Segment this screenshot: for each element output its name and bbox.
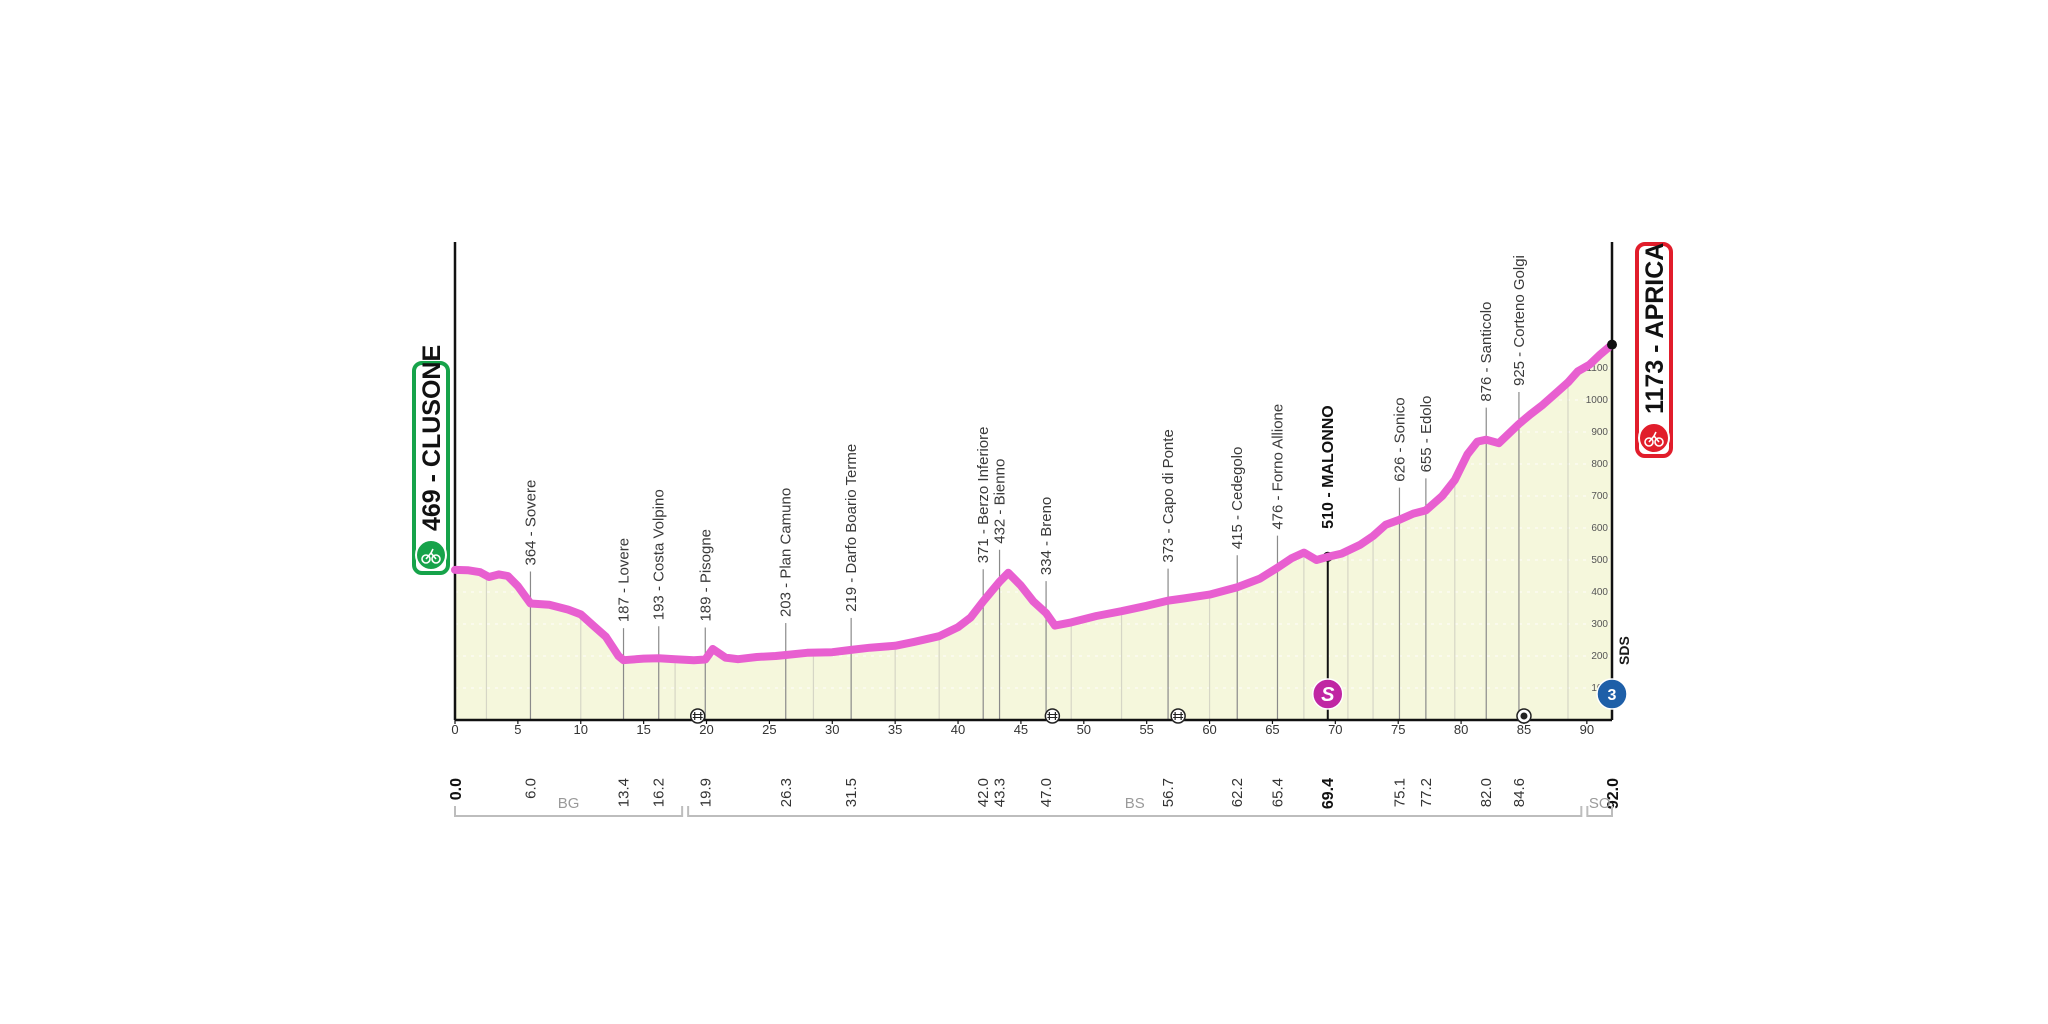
waypoint-label: 510 - MALONNO <box>1320 405 1337 529</box>
level-crossing-icon <box>1044 708 1061 724</box>
profile-fill-layer <box>455 344 1612 720</box>
waypoint-label: 876 - Santicolo <box>1478 302 1495 402</box>
waypoint-km-label: 84.6 <box>1511 778 1528 807</box>
sprint-badge: S <box>1312 678 1344 710</box>
altitude-tick-label: 300 <box>1591 619 1608 630</box>
waypoint-km-label: 26.3 <box>778 778 795 807</box>
badge-layer: S 3 SDS 469 - CLUSONE 1173 - APRICA <box>412 242 1673 724</box>
waypoint-km-label: 69.4 <box>1320 778 1337 809</box>
finish-title: 1173 - APRICA <box>1641 243 1669 414</box>
endpoint-km-label: 0.0 <box>448 778 465 800</box>
waypoint-km-label: 75.1 <box>1391 778 1408 807</box>
feed-zone-icon <box>1516 708 1532 724</box>
waypoint-km-label: 65.4 <box>1269 778 1286 807</box>
km-tick-label: 5 <box>514 722 521 737</box>
profile-line <box>451 340 1616 665</box>
waypoint-label: 193 - Costa Volpino <box>651 489 668 620</box>
sprint-badge-label: S <box>1321 684 1335 706</box>
km-tick-label: 65 <box>1265 722 1279 737</box>
finish-dot <box>1607 339 1617 350</box>
waypoint-label: 189 - Pisogne <box>697 529 714 622</box>
level-crossing-icon <box>689 708 706 724</box>
km-tick-label: 0 <box>451 722 458 737</box>
km-tick-label: 70 <box>1328 722 1342 737</box>
km-tick-label: 15 <box>636 722 650 737</box>
altitude-tick-label: 700 <box>1591 491 1608 502</box>
waypoint-label: 655 - Edolo <box>1418 396 1435 473</box>
profile-area <box>455 344 1612 720</box>
waypoint-km-label: 62.2 <box>1229 778 1246 807</box>
level-crossing-icon <box>1170 708 1186 724</box>
waypoint-label: 364 - Sovere <box>522 480 539 566</box>
profile-line-layer <box>451 339 1617 665</box>
km-tick-label: 75 <box>1391 722 1405 737</box>
waypoint-label: 415 - Cedegolo <box>1229 447 1246 550</box>
waypoint-km-label: 13.4 <box>616 778 633 807</box>
waypoint-km-label: 43.3 <box>992 778 1009 807</box>
waypoint-label: 203 - Plan Camuno <box>778 488 795 617</box>
waypoint-label: 476 - Forno Allione <box>1269 404 1286 530</box>
waypoint-km-label: 42.0 <box>975 778 992 807</box>
region-bracket <box>454 806 684 817</box>
waypoint-km-label: 16.2 <box>651 778 668 807</box>
altitude-tick-label: 900 <box>1591 427 1608 438</box>
start-title: 469 - CLUSONE <box>418 345 446 531</box>
waypoint-km-label: 77.2 <box>1418 778 1435 807</box>
km-tick-label: 50 <box>1077 722 1091 737</box>
waypoint-km-label: 47.0 <box>1038 778 1055 807</box>
start-badge <box>412 361 450 575</box>
endpoint-km-label: 92.0 <box>1605 778 1622 809</box>
region-label: BG <box>558 795 580 812</box>
waypoint-label: 219 - Darfo Boario Terme <box>843 444 860 612</box>
waypoint-label: 432 - Bienno <box>992 459 1009 544</box>
waypoint-km-label: 82.0 <box>1478 778 1495 807</box>
kom-sds-label: SDS <box>1616 636 1632 665</box>
waypoint-label: 371 - Berzo Inferiore <box>975 427 992 564</box>
waypoint-label: 373 - Capo di Ponte <box>1160 429 1177 562</box>
km-tick-label: 35 <box>888 722 902 737</box>
altitude-tick-label: 1000 <box>1586 395 1609 406</box>
kom-category-label: 3 <box>1608 687 1617 704</box>
km-tick-label: 20 <box>699 722 713 737</box>
altitude-tick-label: 500 <box>1591 555 1608 566</box>
km-tick-label: 10 <box>574 722 588 737</box>
km-tick-label: 60 <box>1202 722 1216 737</box>
waypoint-km-label: 31.5 <box>843 778 860 807</box>
altitude-tick-label: 200 <box>1591 651 1608 662</box>
km-tick-label: 85 <box>1517 722 1531 737</box>
waypoint-km-label: 56.7 <box>1160 778 1177 807</box>
altitude-tick-label: 1100 <box>1586 363 1608 374</box>
waypoint-label: 925 - Corteno Golgi <box>1511 255 1528 386</box>
waypoint-label: 334 - Breno <box>1038 497 1055 575</box>
km-tick-label: 25 <box>762 722 776 737</box>
region-bracket <box>687 806 1583 817</box>
km-tick-label: 45 <box>1014 722 1028 737</box>
altitude-tick-label: 600 <box>1591 523 1608 534</box>
region-label: BS <box>1125 795 1145 812</box>
km-tick-label: 40 <box>951 722 965 737</box>
waypoint-km-label: 19.9 <box>697 778 714 807</box>
label-layer: 364 - Sovere 6.0 187 - Lovere 13.4 193 - Cos… <box>448 255 1622 817</box>
km-tick-label: 55 <box>1139 722 1153 737</box>
waypoint-km-label: 6.0 <box>522 778 539 799</box>
km-tick-label: 80 <box>1454 722 1468 737</box>
waypoint-label: 187 - Lovere <box>616 538 633 622</box>
altitude-tick-label: 800 <box>1591 459 1608 470</box>
km-tick-label: 90 <box>1580 722 1594 737</box>
axis-layer: 0510152025303540455055606570758085901002… <box>451 242 1614 737</box>
finish-badge <box>1635 242 1673 458</box>
kom-badge: 3 <box>1596 678 1628 710</box>
waypoint-label: 626 - Sonico <box>1391 397 1408 481</box>
region-bracket <box>1586 806 1613 817</box>
km-tick-label: 30 <box>825 722 839 737</box>
altitude-tick-label: 400 <box>1591 587 1608 598</box>
region-label: SO <box>1589 795 1611 812</box>
